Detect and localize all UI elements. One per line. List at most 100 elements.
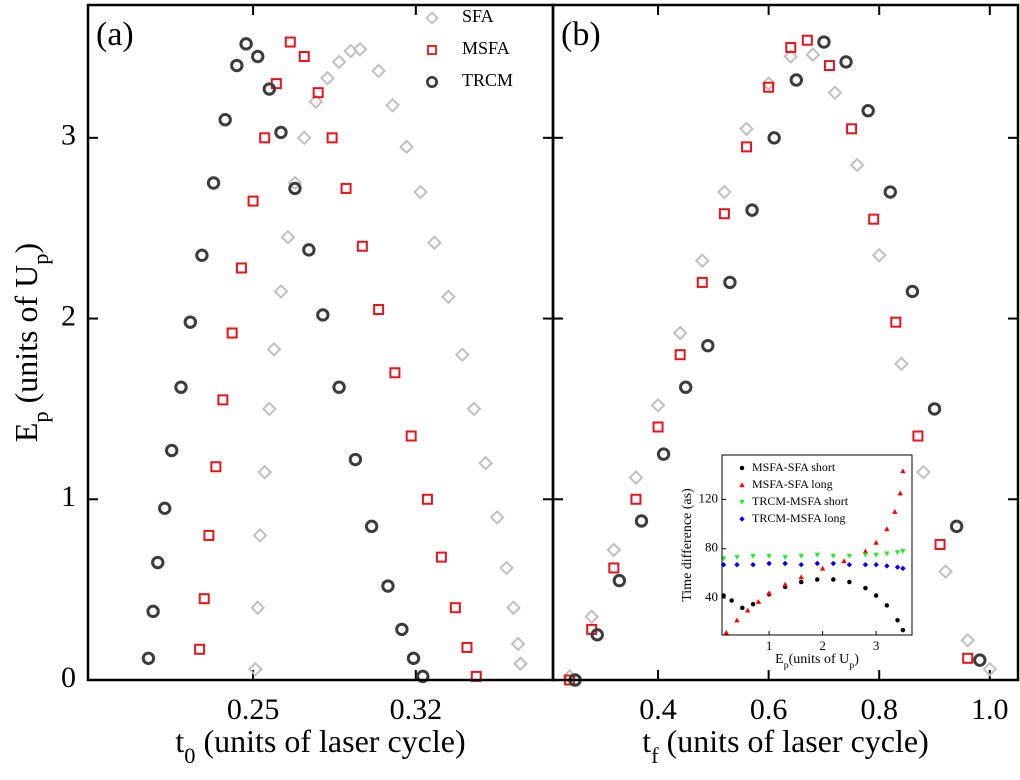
point	[296, 130, 312, 146]
point	[435, 551, 447, 563]
point	[251, 49, 265, 64]
point	[846, 553, 853, 559]
point	[194, 643, 206, 655]
point	[449, 602, 461, 614]
y-tick-label: 3	[61, 119, 76, 152]
point	[151, 555, 165, 570]
x-axis-label-part: E	[775, 652, 784, 667]
point	[766, 590, 772, 596]
legend-label: SFA	[462, 6, 494, 26]
point	[298, 51, 310, 63]
x-axis-label-part: t	[642, 723, 651, 759]
point	[320, 70, 335, 86]
y-tick-label: 0	[61, 661, 76, 694]
x-tick-label: 0.25	[227, 693, 280, 726]
y-axis-label-part: p	[28, 254, 53, 265]
point	[819, 565, 826, 571]
point	[830, 553, 837, 559]
point	[750, 553, 756, 559]
point	[863, 585, 868, 591]
point	[461, 641, 473, 653]
y-tick-label: 1	[61, 480, 76, 513]
panel-label: (b)	[561, 16, 601, 53]
x-axis-label-part: (units of laser cycle)	[195, 723, 465, 759]
x-axis-label-part: p	[849, 660, 854, 671]
point	[744, 607, 751, 613]
point	[982, 661, 998, 677]
point	[326, 132, 338, 144]
point	[900, 468, 906, 474]
point	[656, 447, 671, 461]
point	[696, 276, 708, 288]
point	[235, 262, 247, 274]
point	[745, 203, 759, 217]
point	[871, 247, 887, 263]
point	[830, 560, 837, 567]
point	[250, 600, 266, 616]
legend-label: MSFA	[462, 38, 510, 58]
y-tick-label: 120	[699, 490, 719, 505]
point	[454, 347, 470, 363]
y-axis-label-part: Time difference (as)	[680, 488, 695, 602]
x-axis-label-part: p	[784, 660, 789, 671]
point	[750, 601, 756, 607]
point	[198, 593, 210, 605]
point	[406, 651, 421, 666]
point	[590, 628, 604, 642]
point	[883, 185, 897, 199]
point	[510, 636, 526, 652]
x-tick-label: 0.32	[390, 693, 443, 726]
point	[893, 356, 909, 372]
point	[395, 622, 409, 637]
point	[716, 184, 732, 200]
point	[206, 176, 221, 190]
point	[861, 104, 875, 118]
point	[678, 380, 693, 394]
point	[894, 564, 901, 570]
point	[949, 519, 964, 534]
point	[900, 565, 906, 572]
point	[785, 41, 797, 53]
point	[962, 652, 974, 664]
point	[849, 157, 865, 173]
x-axis-label: tf (units of laser cycle)	[642, 723, 928, 767]
plot-frame	[551, 3, 1020, 682]
y-axis-label-part: p	[28, 411, 53, 422]
point	[801, 34, 813, 46]
point	[720, 562, 727, 568]
point	[873, 593, 879, 598]
point	[195, 248, 209, 263]
point	[798, 574, 804, 580]
point	[413, 184, 428, 200]
point	[741, 141, 753, 153]
point	[274, 125, 288, 140]
point	[868, 213, 880, 225]
legend-label: TRCM	[462, 70, 513, 90]
point	[371, 63, 387, 79]
y-axis-label: Ep (units of Up)	[8, 243, 52, 442]
legend-label: TRCM-MSFA short	[752, 494, 849, 508]
point	[302, 243, 316, 257]
point	[831, 577, 836, 582]
point	[815, 577, 820, 582]
x-axis-label-part: (units of laser cycle)	[659, 723, 929, 759]
point	[332, 380, 346, 394]
point	[312, 87, 324, 99]
point	[723, 629, 729, 635]
point	[761, 76, 777, 92]
point	[916, 464, 931, 480]
point	[284, 36, 296, 48]
point	[892, 509, 898, 514]
point	[280, 229, 296, 245]
point	[416, 669, 430, 684]
point	[210, 461, 222, 473]
point	[584, 609, 600, 625]
point	[766, 560, 772, 567]
point	[783, 49, 799, 64]
point	[287, 175, 303, 191]
point	[894, 550, 901, 556]
point	[960, 632, 976, 648]
y-tick-label: 80	[705, 540, 718, 555]
point	[890, 316, 902, 328]
